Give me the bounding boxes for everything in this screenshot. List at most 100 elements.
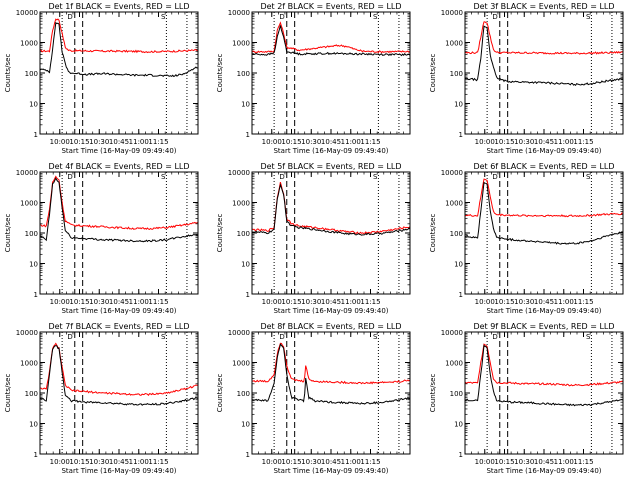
x-tick-label: 11:00 [341, 138, 361, 146]
x-tick-label: 11:00 [129, 458, 149, 466]
x-tick-label: 10:15 [494, 298, 514, 306]
time-marker-letter: D [67, 333, 72, 341]
x-tick-label: 11:15 [360, 138, 380, 146]
x-tick-label: 11:00 [129, 138, 149, 146]
x-tick-label: 10:15 [69, 458, 89, 466]
x-tick-label: 10:15 [494, 138, 514, 146]
y-tick-label: 1000 [445, 40, 463, 48]
lld-series-line [40, 175, 198, 230]
x-axis-label: Start Time (16-May-09 09:49:40) [61, 147, 176, 155]
x-tick-label: 10:45 [321, 138, 341, 146]
x-tick-label: 10:15 [494, 458, 514, 466]
x-tick-label: 11:00 [341, 458, 361, 466]
x-tick-label: 11:15 [148, 458, 168, 466]
y-axis-label: Counts/sec [429, 374, 437, 413]
time-marker-letter: S [586, 333, 591, 341]
time-marker-letter: D [492, 333, 497, 341]
y-tick-label: 10 [29, 421, 38, 429]
y-tick-label: 1 [34, 451, 38, 459]
x-axis-label: Start Time (16-May-09 09:49:40) [61, 307, 176, 315]
plot-frame [464, 11, 624, 135]
y-tick-label: 10000 [16, 169, 38, 177]
x-tick-label: 10:30 [514, 298, 534, 306]
x-tick-label: 10:00 [475, 298, 495, 306]
x-tick-label: 10:00 [475, 138, 495, 146]
y-tick-label: 10 [241, 261, 250, 269]
y-tick-label: 1 [34, 291, 38, 299]
y-tick-label: 1000 [232, 360, 250, 368]
time-marker-letter: S [373, 173, 378, 181]
y-tick-label: 1000 [445, 360, 463, 368]
detector-panel: Det 6f BLACK = Events, RED = LLD Counts/s… [429, 162, 624, 315]
y-tick-label: 100 [450, 230, 463, 238]
time-marker-letter: S [161, 13, 166, 21]
plot-frame [39, 11, 199, 135]
x-tick-label: 10:00 [50, 298, 70, 306]
y-tick-label: 100 [450, 390, 463, 398]
events-series-line [40, 21, 198, 78]
y-tick-label: 10000 [16, 329, 38, 337]
y-tick-label: 1000 [20, 360, 38, 368]
events-series-line [465, 25, 623, 87]
x-tick-label: 11:00 [554, 298, 574, 306]
lld-series-line [252, 21, 410, 54]
lld-series-line [465, 178, 623, 218]
x-tick-label: 11:00 [554, 138, 574, 146]
x-tick-label: 10:30 [89, 298, 109, 306]
x-tick-label: 10:45 [321, 458, 341, 466]
panel-title: Det 2f BLACK = Events, RED = LLD [260, 2, 401, 11]
detector-panel: Det 2f BLACK = Events, RED = LLD Counts/s… [216, 2, 411, 155]
x-tick-label: 10:00 [50, 458, 70, 466]
y-tick-label: 100 [25, 390, 38, 398]
events-series-line [252, 343, 410, 405]
y-tick-label: 1 [459, 291, 463, 299]
time-marker-letter: S [161, 173, 166, 181]
x-tick-label: 11:00 [341, 298, 361, 306]
events-series-line [465, 181, 623, 245]
x-tick-label: 10:15 [69, 138, 89, 146]
x-tick-label: 11:15 [148, 298, 168, 306]
y-tick-label: 1000 [20, 200, 38, 208]
y-axis-label: Counts/sec [216, 374, 224, 413]
y-axis-label: Counts/sec [216, 54, 224, 93]
y-axis-label: Counts/sec [429, 214, 437, 253]
y-tick-label: 1000 [232, 200, 250, 208]
x-axis-label: Start Time (16-May-09 09:49:40) [486, 307, 601, 315]
y-axis-label: Counts/sec [4, 54, 12, 93]
detector-panel: Det 1f BLACK = Events, RED = LLD Counts/s… [4, 2, 199, 155]
x-tick-label: 10:15 [281, 138, 301, 146]
x-tick-label: 10:00 [262, 458, 282, 466]
plot-frame [39, 171, 199, 295]
x-tick-label: 10:30 [301, 298, 321, 306]
x-tick-label: 10:30 [514, 458, 534, 466]
x-tick-label: 10:30 [301, 138, 321, 146]
events-series-line [465, 344, 623, 407]
x-tick-label: 10:30 [89, 458, 109, 466]
y-tick-label: 10000 [16, 9, 38, 17]
detector-panel: Det 4f BLACK = Events, RED = LLD Counts/s… [4, 162, 199, 315]
plot-frame [39, 331, 199, 455]
y-tick-label: 100 [237, 230, 250, 238]
time-marker-letter: D [279, 173, 284, 181]
detector-panel: Det 7f BLACK = Events, RED = LLD Counts/s… [4, 322, 199, 475]
y-tick-label: 10 [241, 421, 250, 429]
time-marker-letter: D [279, 333, 284, 341]
plot-frame [251, 11, 411, 135]
x-tick-label: 10:45 [321, 298, 341, 306]
y-axis-label: Counts/sec [4, 214, 12, 253]
y-tick-label: 1 [34, 131, 38, 139]
y-tick-label: 1 [459, 131, 463, 139]
y-tick-label: 10000 [441, 329, 463, 337]
x-axis-label: Start Time (16-May-09 09:49:40) [273, 467, 388, 475]
events-series-line [252, 183, 410, 236]
x-tick-label: 10:45 [109, 298, 129, 306]
time-marker-letter: D [67, 13, 72, 21]
plot-frame [251, 171, 411, 295]
panel-title: Det 4f BLACK = Events, RED = LLD [48, 162, 189, 171]
y-tick-label: 1000 [232, 40, 250, 48]
x-tick-label: 11:15 [573, 138, 593, 146]
x-tick-label: 10:00 [262, 298, 282, 306]
detector-panel: Det 9f BLACK = Events, RED = LLD Counts/s… [429, 322, 624, 475]
y-tick-label: 100 [237, 390, 250, 398]
x-tick-label: 11:00 [129, 298, 149, 306]
